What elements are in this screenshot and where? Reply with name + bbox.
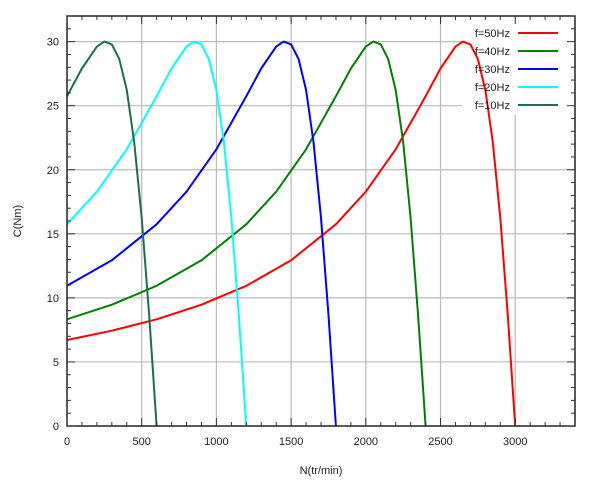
y-tick-label: 25	[47, 101, 59, 113]
legend-label: f=40Hz	[475, 46, 510, 58]
y-tick-label: 5	[53, 357, 59, 369]
series-line-f20hz	[66, 40, 248, 427]
y-tick-label: 15	[47, 229, 59, 241]
x-tick-label: 1500	[279, 436, 303, 448]
x-tick-label: 3000	[503, 436, 527, 448]
y-tick-label: 20	[47, 165, 59, 177]
legend: f=50Hz f=40Hz f=30Hz f=20Hz f=10Hz	[475, 28, 558, 112]
legend-label: f=30Hz	[475, 64, 510, 76]
series-line-f50hz	[66, 40, 517, 427]
series-line-f40hz	[66, 40, 427, 427]
legend-label: f=20Hz	[475, 82, 510, 94]
x-tick-label: 2500	[428, 436, 452, 448]
x-tick-label: 0	[64, 436, 70, 448]
legend-label: f=10Hz	[475, 100, 510, 112]
legend-label: f=50Hz	[475, 28, 510, 40]
y-tick-label: 10	[47, 293, 59, 305]
series-lines	[66, 40, 517, 427]
series-line-f10hz	[66, 40, 158, 427]
x-tick-label: 2000	[354, 436, 378, 448]
axes: 0 500 1000 1500 2000 2500 3000 0 5 10 15 20 25 30	[47, 15, 576, 448]
x-tick-label: 1000	[204, 436, 228, 448]
x-axis-label: N(tr/min)	[300, 465, 343, 477]
x-tick-label: 500	[133, 436, 151, 448]
y-axis-label: C(Nm)	[12, 205, 24, 237]
series-line-f30hz	[66, 40, 337, 427]
y-tick-label: 0	[53, 421, 59, 433]
y-tick-label: 30	[47, 37, 59, 49]
